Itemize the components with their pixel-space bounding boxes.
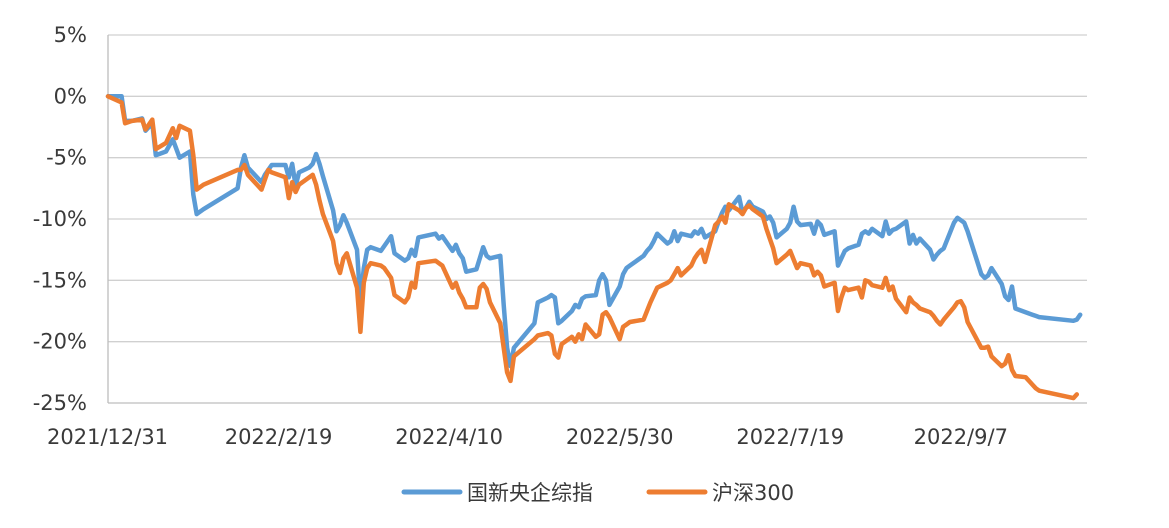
y-axis-tick-labels: 5% 0% -5% -10% -15% -20% -25% bbox=[33, 23, 87, 415]
y-tick-label: 0% bbox=[54, 84, 87, 108]
y-tick-label: -25% bbox=[33, 391, 87, 415]
legend-label: 沪深300 bbox=[712, 481, 794, 505]
y-tick-label: -10% bbox=[33, 207, 87, 231]
series-line-guoxin bbox=[105, 94, 1083, 369]
y-tick-label: -20% bbox=[33, 330, 87, 354]
legend-label: 国新央企综指 bbox=[467, 481, 593, 505]
x-tick-label: 2022/2/19 bbox=[225, 425, 333, 449]
x-tick-label: 2022/5/30 bbox=[566, 425, 674, 449]
series-line-hs300 bbox=[105, 94, 1080, 401]
x-tick-label: 2022/9/7 bbox=[914, 425, 1008, 449]
series-lines bbox=[105, 94, 1083, 401]
x-tick-label: 2021/12/31 bbox=[47, 425, 168, 449]
y-tick-label: -5% bbox=[46, 146, 87, 170]
legend: 国新央企综指 沪深300 bbox=[401, 481, 794, 505]
x-tick-label: 2022/7/19 bbox=[736, 425, 844, 449]
y-tick-label: -15% bbox=[33, 268, 87, 292]
x-axis-tick-labels: 2021/12/31 2022/2/19 2022/4/10 2022/5/30 202… bbox=[47, 425, 1008, 449]
x-tick-label: 2022/4/10 bbox=[395, 425, 503, 449]
y-tick-label: 5% bbox=[54, 23, 87, 47]
